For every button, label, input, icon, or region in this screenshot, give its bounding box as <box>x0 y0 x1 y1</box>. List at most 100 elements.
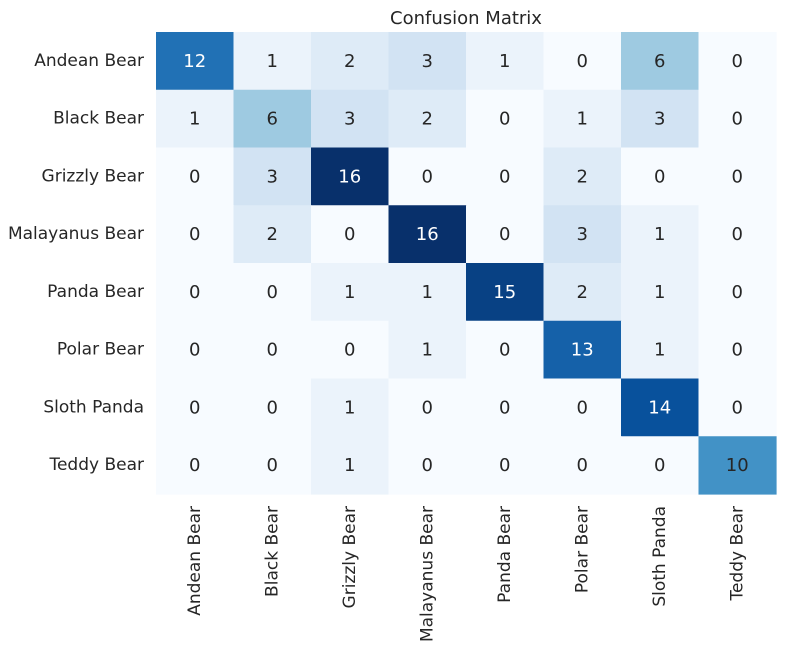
heatmap-cell <box>466 147 545 206</box>
chart-title: Confusion Matrix <box>390 8 542 29</box>
heatmap-cell <box>388 205 467 264</box>
heatmap-cell-value: 3 <box>654 109 665 130</box>
heatmap-cell <box>698 89 777 149</box>
heatmap-cell <box>233 147 312 206</box>
heatmap-cell-value: 1 <box>654 282 665 303</box>
x-tick-label: Panda Bear <box>495 506 515 603</box>
heatmap-cell-value: 6 <box>654 51 665 72</box>
x-tick-label: Sloth Panda <box>650 506 670 607</box>
heatmap-cell-value: 1 <box>344 455 355 476</box>
heatmap-cell <box>388 436 467 495</box>
heatmap-cell <box>698 320 777 380</box>
heatmap-cell-value: 15 <box>493 282 516 303</box>
heatmap-cell <box>233 320 312 380</box>
heatmap-cell-value: 1 <box>654 224 665 245</box>
heatmap-cell-value: 0 <box>577 51 588 72</box>
heatmap-cell-value: 0 <box>732 51 743 72</box>
heatmap-cell <box>621 147 700 206</box>
heatmap-cell <box>698 378 777 437</box>
heatmap-cell-value: 1 <box>267 51 278 72</box>
heatmap-cell <box>543 89 622 149</box>
heatmap-cell-value: 1 <box>344 282 355 303</box>
y-tick-label: Andean Bear <box>34 51 144 71</box>
heatmap-cell-value: 3 <box>344 109 355 130</box>
heatmap-cell-value: 0 <box>422 397 433 418</box>
heatmap-cell-value: 0 <box>732 166 743 187</box>
heatmap-cell-value: 0 <box>732 340 743 361</box>
heatmap-cell-value: 3 <box>267 166 278 187</box>
heatmap-cell-value: 16 <box>338 166 361 187</box>
heatmap-cell-value: 0 <box>267 340 278 361</box>
heatmap-cell <box>156 436 235 495</box>
heatmap-cell <box>543 263 622 322</box>
heatmap-cell-value: 14 <box>648 397 671 418</box>
y-tick-label: Polar Bear <box>57 340 144 360</box>
heatmap-cell-value: 0 <box>499 166 510 187</box>
heatmap-cell-value: 0 <box>189 340 200 361</box>
heatmap-cell <box>156 320 235 380</box>
heatmap-cell <box>311 263 390 322</box>
heatmap-cell <box>156 89 235 149</box>
x-tick-label: Teddy Bear <box>727 506 747 602</box>
heatmap-cell-value: 3 <box>577 224 588 245</box>
y-tick-label: Black Bear <box>53 109 144 129</box>
heatmap-cell <box>698 205 777 264</box>
heatmap-cell <box>388 378 467 437</box>
x-axis-tick-labels: Andean Bear Black Bear Grizzly Bear Malayan… <box>185 506 748 642</box>
heatmap-cell-value: 1 <box>189 109 200 130</box>
x-tick-label: Grizzly Bear <box>340 506 360 608</box>
heatmap-cell-value: 0 <box>654 455 665 476</box>
heatmap-cell-value: 1 <box>422 282 433 303</box>
y-tick-label: Panda Bear <box>47 282 144 302</box>
heatmap-cell <box>156 378 235 437</box>
heatmap-cell <box>543 32 622 91</box>
heatmap-cell <box>543 205 622 264</box>
heatmap-cell-value: 0 <box>344 224 355 245</box>
heatmap-cell <box>233 436 312 495</box>
heatmap-cell-value: 2 <box>267 224 278 245</box>
heatmap-cell-value: 0 <box>344 340 355 361</box>
heatmap-cell <box>621 263 700 322</box>
heatmap-cell-value: 10 <box>726 455 749 476</box>
heatmap-cell-value: 0 <box>577 397 588 418</box>
x-tick-label: Polar Bear <box>572 506 592 593</box>
heatmap-cells <box>156 32 777 495</box>
heatmap-cell-value: 0 <box>499 397 510 418</box>
x-tick-label: Andean Bear <box>185 506 205 616</box>
heatmap-cell <box>543 147 622 206</box>
heatmap-cell <box>466 205 545 264</box>
heatmap-cell <box>388 263 467 322</box>
heatmap-cell-value: 0 <box>267 455 278 476</box>
heatmap-cell <box>233 205 312 264</box>
heatmap-cell <box>698 147 777 206</box>
heatmap-cell <box>621 205 700 264</box>
heatmap-cell <box>388 89 467 149</box>
heatmap-cell-value: 0 <box>499 340 510 361</box>
heatmap-cell-value: 2 <box>577 166 588 187</box>
heatmap-cell <box>698 32 777 91</box>
heatmap-cell <box>311 205 390 264</box>
y-tick-label: Sloth Panda <box>43 397 144 417</box>
x-tick-label: Malayanus Bear <box>417 506 437 642</box>
heatmap-cell-value: 0 <box>422 455 433 476</box>
heatmap-cell <box>311 436 390 495</box>
heatmap-cell-value: 0 <box>732 282 743 303</box>
heatmap-cell <box>466 320 545 380</box>
heatmap-cell-value: 0 <box>189 455 200 476</box>
heatmap-cell-value: 1 <box>499 51 510 72</box>
heatmap-cell <box>621 320 700 380</box>
heatmap-cell-value: 12 <box>183 51 206 72</box>
heatmap-cell-labels: 12 1 2 3 1 0 6 01 6 3 2 0 1 3 00 3 16 0 0 2 0 00 2 0 16 0 3 1 00 0 1 1 1… <box>183 51 748 476</box>
heatmap-cell <box>156 147 235 206</box>
heatmap-cell <box>233 263 312 322</box>
heatmap-cell-value: 1 <box>654 340 665 361</box>
heatmap-cell-value: 2 <box>577 282 588 303</box>
heatmap-cell-value: 3 <box>422 51 433 72</box>
heatmap-cell <box>621 436 700 495</box>
heatmap-cell-value: 1 <box>344 397 355 418</box>
heatmap-cell <box>466 32 545 91</box>
y-tick-label: Grizzly Bear <box>42 166 144 186</box>
heatmap-cell-value: 0 <box>189 224 200 245</box>
heatmap-cell <box>466 436 545 495</box>
